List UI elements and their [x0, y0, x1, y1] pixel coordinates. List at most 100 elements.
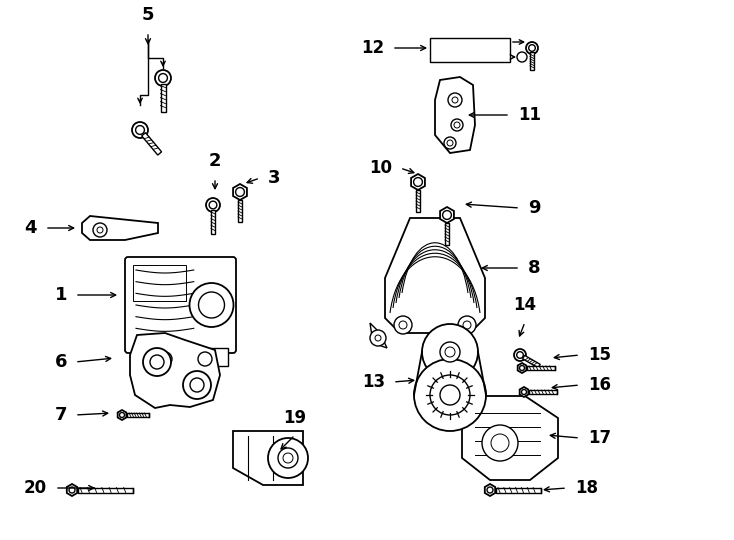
Circle shape — [452, 97, 458, 103]
Text: 5: 5 — [142, 6, 154, 24]
Polygon shape — [523, 355, 540, 368]
FancyBboxPatch shape — [125, 257, 236, 353]
Bar — [127, 413, 149, 417]
Bar — [78, 488, 133, 492]
Circle shape — [528, 45, 535, 51]
Circle shape — [183, 371, 211, 399]
Circle shape — [189, 283, 233, 327]
Text: 9: 9 — [528, 199, 540, 217]
Circle shape — [158, 352, 172, 366]
Circle shape — [413, 178, 422, 186]
Circle shape — [514, 349, 526, 361]
Circle shape — [482, 425, 518, 461]
Circle shape — [93, 223, 107, 237]
Circle shape — [370, 330, 386, 346]
Circle shape — [190, 378, 204, 392]
Circle shape — [451, 119, 463, 131]
Bar — [211, 210, 215, 234]
Bar — [530, 52, 534, 70]
Polygon shape — [517, 363, 526, 373]
Circle shape — [445, 347, 455, 357]
Circle shape — [430, 375, 470, 415]
Circle shape — [394, 316, 412, 334]
Circle shape — [517, 52, 527, 62]
Circle shape — [487, 487, 493, 493]
Circle shape — [198, 292, 225, 318]
Text: 13: 13 — [362, 373, 385, 391]
Polygon shape — [411, 174, 425, 190]
Bar — [527, 366, 555, 370]
Text: 20: 20 — [24, 479, 47, 497]
Circle shape — [447, 140, 453, 146]
Text: 15: 15 — [588, 346, 611, 364]
Circle shape — [517, 352, 523, 359]
Text: 2: 2 — [208, 152, 221, 170]
Text: 11: 11 — [518, 106, 541, 124]
Circle shape — [236, 187, 244, 197]
Bar — [430, 38, 510, 62]
Polygon shape — [435, 77, 475, 153]
Circle shape — [414, 359, 486, 431]
Text: 16: 16 — [588, 376, 611, 394]
Circle shape — [454, 122, 460, 128]
Bar — [445, 223, 449, 245]
Circle shape — [375, 335, 381, 341]
Bar — [416, 190, 420, 212]
Circle shape — [278, 448, 298, 468]
Circle shape — [458, 316, 476, 334]
Circle shape — [206, 198, 220, 212]
Text: 1: 1 — [54, 286, 67, 304]
Circle shape — [440, 342, 460, 362]
Polygon shape — [233, 184, 247, 200]
Text: 3: 3 — [268, 169, 280, 187]
Circle shape — [155, 70, 171, 86]
Circle shape — [448, 93, 462, 107]
Circle shape — [198, 352, 212, 366]
Circle shape — [463, 321, 471, 329]
Circle shape — [521, 389, 526, 395]
Circle shape — [159, 73, 167, 83]
Polygon shape — [130, 333, 220, 408]
Circle shape — [526, 42, 538, 54]
Circle shape — [143, 348, 171, 376]
Circle shape — [268, 438, 308, 478]
Polygon shape — [82, 216, 158, 240]
Polygon shape — [67, 484, 77, 496]
Text: 10: 10 — [369, 159, 392, 177]
Text: 19: 19 — [283, 409, 307, 427]
Circle shape — [209, 201, 217, 209]
Circle shape — [422, 324, 478, 380]
Circle shape — [97, 227, 103, 233]
Text: 6: 6 — [54, 353, 67, 371]
Circle shape — [69, 487, 75, 493]
Text: 17: 17 — [588, 429, 611, 447]
Polygon shape — [233, 431, 303, 485]
Polygon shape — [370, 323, 387, 348]
Text: 14: 14 — [514, 296, 537, 314]
Circle shape — [444, 137, 456, 149]
Polygon shape — [385, 218, 485, 333]
Circle shape — [491, 434, 509, 452]
Text: 4: 4 — [24, 219, 37, 237]
Circle shape — [399, 321, 407, 329]
Circle shape — [136, 126, 145, 134]
Text: 8: 8 — [528, 259, 541, 277]
Polygon shape — [484, 484, 495, 496]
Circle shape — [120, 413, 125, 417]
Circle shape — [440, 385, 460, 405]
Bar — [529, 390, 557, 394]
Text: 12: 12 — [361, 39, 384, 57]
Circle shape — [443, 211, 451, 219]
Text: 7: 7 — [54, 406, 67, 424]
Circle shape — [150, 355, 164, 369]
Bar — [238, 200, 242, 222]
Bar — [496, 488, 541, 492]
Circle shape — [132, 122, 148, 138]
Polygon shape — [462, 396, 558, 480]
Bar — [133, 265, 186, 301]
Bar — [133, 348, 228, 366]
Polygon shape — [117, 410, 126, 420]
Polygon shape — [142, 133, 161, 155]
Circle shape — [520, 366, 525, 370]
Text: 18: 18 — [575, 479, 598, 497]
